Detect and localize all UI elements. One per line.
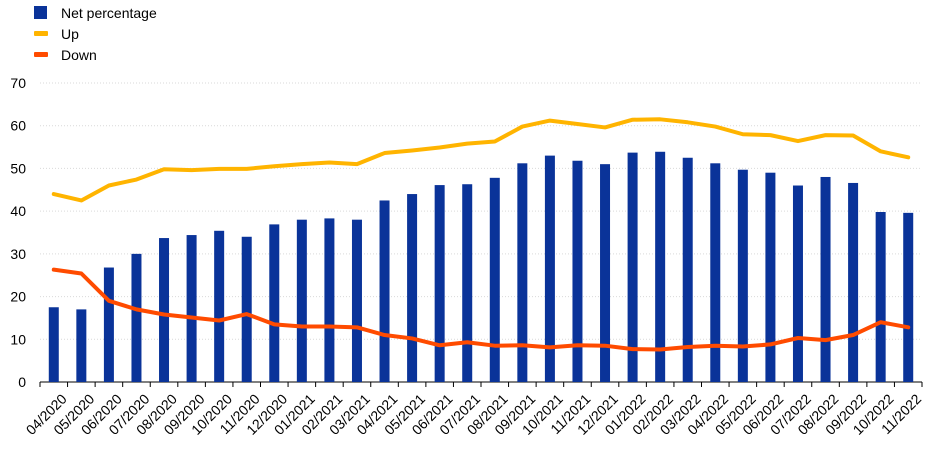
bar-net-percentage [351,219,362,382]
bar-net-percentage [186,235,197,382]
bar-net-percentage [434,185,445,382]
bar-net-percentage [241,236,252,382]
legend-item-up: Up [34,23,157,44]
bar-net-percentage [848,182,859,382]
line-down [51,267,911,352]
legend-label-down: Down [61,46,97,63]
bar-net-percentage [903,212,914,382]
y-tick-label: 60 [10,118,26,134]
bar-net-percentage [462,184,473,382]
bar-net-percentage [655,151,666,382]
bar-net-percentage [737,169,748,382]
legend-swatch-net-percentage [34,6,47,19]
bar-net-percentage [324,218,335,382]
legend-item-down: Down [34,44,157,65]
y-tick-label: 20 [10,289,26,305]
legend-swatch-down [34,52,48,57]
legend-label-up: Up [61,25,79,42]
y-tick-label: 30 [10,246,26,262]
bar-net-percentage [48,307,59,382]
bar-net-percentage [572,160,583,382]
bar-net-percentage [159,238,170,382]
chart-legend: Net percentage Up Down [34,2,157,65]
bar-net-percentage [765,172,776,382]
y-tick-label: 70 [10,75,26,91]
bar-net-percentage [627,152,638,382]
bar-net-percentage [489,177,500,382]
legend-item-net-percentage: Net percentage [34,2,157,23]
y-tick-label: 10 [10,331,26,347]
bar-net-percentage [269,224,280,382]
bar-net-percentage [682,157,693,382]
bar-net-percentage [296,219,307,382]
legend-label-net-percentage: Net percentage [61,4,157,21]
bar-net-percentage [131,253,142,382]
legend-swatch-up [34,31,48,36]
bar-net-percentage [792,185,803,382]
bar-net-percentage [517,163,528,382]
line-up [51,117,911,203]
bar-net-percentage [379,200,390,382]
y-tick-label: 50 [10,160,26,176]
bar-net-percentage [544,155,555,382]
bar-net-percentage [76,309,87,382]
bar-net-percentage [407,194,418,382]
bar-net-percentage [600,164,611,382]
bar-net-percentage [103,267,114,382]
y-tick-label: 0 [18,374,26,390]
y-tick-label: 40 [10,203,26,219]
bar-net-percentage [875,211,886,382]
bar-net-percentage [710,163,721,382]
bar-net-percentage [214,230,225,382]
bar-net-percentage [820,176,831,382]
